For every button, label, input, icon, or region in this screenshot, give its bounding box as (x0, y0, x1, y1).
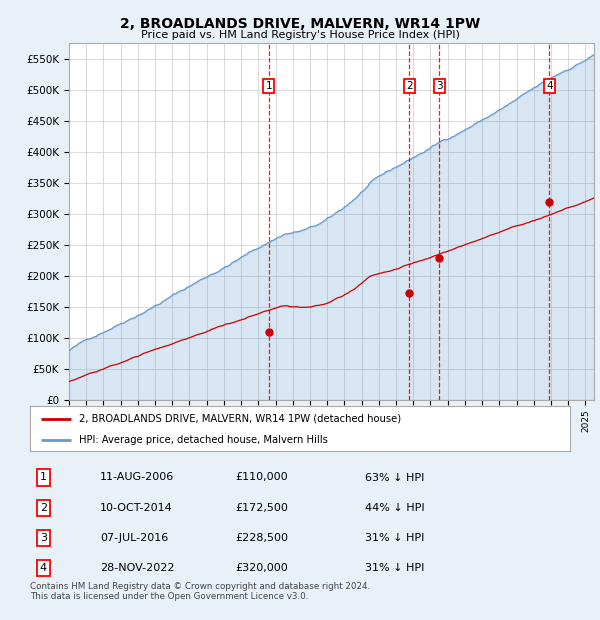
Text: 3: 3 (40, 533, 47, 543)
Text: £320,000: £320,000 (235, 563, 288, 573)
Text: £110,000: £110,000 (235, 472, 288, 482)
Text: 2, BROADLANDS DRIVE, MALVERN, WR14 1PW: 2, BROADLANDS DRIVE, MALVERN, WR14 1PW (120, 17, 480, 32)
Text: 1: 1 (266, 81, 272, 91)
Text: £228,500: £228,500 (235, 533, 288, 543)
Text: 2: 2 (406, 81, 413, 91)
Text: Contains HM Land Registry data © Crown copyright and database right 2024.
This d: Contains HM Land Registry data © Crown c… (30, 582, 370, 601)
Text: 11-AUG-2006: 11-AUG-2006 (100, 472, 175, 482)
Text: 2, BROADLANDS DRIVE, MALVERN, WR14 1PW (detached house): 2, BROADLANDS DRIVE, MALVERN, WR14 1PW (… (79, 414, 401, 424)
Text: 44% ↓ HPI: 44% ↓ HPI (365, 503, 424, 513)
Text: 4: 4 (40, 563, 47, 573)
Text: 10-OCT-2014: 10-OCT-2014 (100, 503, 173, 513)
Text: Price paid vs. HM Land Registry's House Price Index (HPI): Price paid vs. HM Land Registry's House … (140, 30, 460, 40)
Text: 63% ↓ HPI: 63% ↓ HPI (365, 472, 424, 482)
Text: 3: 3 (436, 81, 443, 91)
Text: 31% ↓ HPI: 31% ↓ HPI (365, 533, 424, 543)
Text: HPI: Average price, detached house, Malvern Hills: HPI: Average price, detached house, Malv… (79, 435, 328, 445)
Text: 4: 4 (546, 81, 553, 91)
Text: 28-NOV-2022: 28-NOV-2022 (100, 563, 175, 573)
Text: 07-JUL-2016: 07-JUL-2016 (100, 533, 169, 543)
Text: 31% ↓ HPI: 31% ↓ HPI (365, 563, 424, 573)
Text: £172,500: £172,500 (235, 503, 288, 513)
Text: 2: 2 (40, 503, 47, 513)
Text: 1: 1 (40, 472, 47, 482)
